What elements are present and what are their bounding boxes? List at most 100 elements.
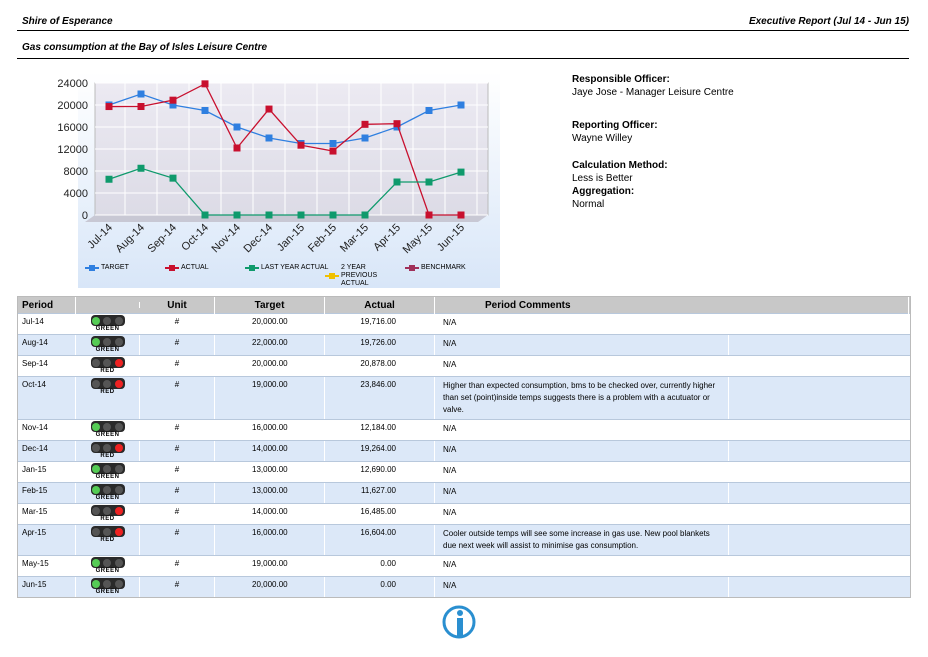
- lamp: [103, 506, 112, 515]
- lamp: [114, 422, 123, 431]
- info-value: Jaye Jose - Manager Leisure Centre: [572, 87, 734, 98]
- comment: N/A: [435, 504, 729, 524]
- actual: 23,846.00: [325, 377, 435, 419]
- table-row: Jul-14 GREEN #20,000.00 19,716.00 N/A: [18, 313, 910, 334]
- lamp: [114, 485, 123, 494]
- status: GREEN: [76, 314, 140, 334]
- status: GREEN: [76, 577, 140, 597]
- data-point: [169, 96, 177, 104]
- period: Jun-15: [18, 577, 76, 597]
- table-row: Sep-14 RED #20,000.00 20,878.00 N/A: [18, 355, 910, 376]
- unit: #: [140, 420, 215, 440]
- target: 20,000.00: [215, 577, 325, 597]
- legend-item: BENCHMARK: [405, 264, 466, 271]
- status: RED: [76, 504, 140, 524]
- unit: #: [140, 377, 215, 419]
- lamp: [103, 485, 112, 494]
- status: RED: [76, 525, 140, 555]
- comment: Cooler outside temps will see some incre…: [435, 525, 729, 555]
- target: 19,000.00: [215, 556, 325, 576]
- data-point: [265, 134, 273, 142]
- lamp: [92, 506, 101, 515]
- y-tick-label: 0: [82, 210, 88, 222]
- unit: #: [140, 556, 215, 576]
- actual: 16,485.00: [325, 504, 435, 524]
- status-label: RED: [100, 537, 115, 543]
- table-row: May-15 GREEN #19,000.00 0.00 N/A: [18, 555, 910, 576]
- traffic-light: [90, 315, 125, 326]
- actual: 11,627.00: [325, 483, 435, 503]
- subtitle: Gas consumption at the Bay of Isles Leis…: [22, 42, 268, 53]
- actual: 16,604.00: [325, 525, 435, 555]
- lamp: [114, 527, 123, 536]
- data-point: [457, 211, 465, 219]
- period: Mar-15: [18, 504, 76, 524]
- data-point: [265, 105, 273, 113]
- legend-label: TARGET: [101, 264, 129, 271]
- data-point: [457, 168, 465, 176]
- traffic-light: [90, 557, 125, 568]
- data-point: [457, 101, 465, 109]
- y-tick-label: 20000: [57, 100, 88, 112]
- traffic-light: [90, 505, 125, 516]
- table-row: Aug-14 GREEN #22,000.00 19,726.00 N/A: [18, 334, 910, 355]
- table-row: Nov-14 GREEN #16,000.00 12,184.00 N/A: [18, 419, 910, 440]
- status-label: GREEN: [95, 326, 120, 332]
- unit: #: [140, 525, 215, 555]
- column-header: Actual: [325, 296, 435, 314]
- lamp: [103, 316, 112, 325]
- status: RED: [76, 377, 140, 419]
- actual: 20,878.00: [325, 356, 435, 376]
- data-point: [137, 103, 145, 111]
- traffic-light: [90, 421, 125, 432]
- table-row: Oct-14 RED #19,000.00 23,846.00 Higher than …: [18, 376, 910, 419]
- table-row: Apr-15 RED #16,000.00 16,604.00 Cooler outsi…: [18, 524, 910, 555]
- y-tick-label: 8000: [64, 166, 88, 178]
- lamp: [92, 379, 101, 388]
- legend-item: TARGET: [85, 264, 129, 271]
- actual: 19,716.00: [325, 314, 435, 334]
- traffic-light: [90, 357, 125, 368]
- info-value: Normal: [572, 199, 605, 210]
- y-tick-label: 4000: [64, 188, 88, 200]
- y-tick-label: 24000: [57, 78, 88, 90]
- data-point: [361, 134, 369, 142]
- legend-swatch: [405, 264, 419, 271]
- actual: 19,264.00: [325, 441, 435, 461]
- status: GREEN: [76, 420, 140, 440]
- comment: N/A: [435, 556, 729, 576]
- comment: Higher than expected consumption, bms to…: [435, 377, 729, 419]
- period: Apr-15: [18, 525, 76, 555]
- comment: N/A: [435, 577, 729, 597]
- y-tick-label: 16000: [57, 122, 88, 134]
- lamp: [92, 485, 101, 494]
- period: Feb-15: [18, 483, 76, 503]
- data-point: [265, 211, 273, 219]
- comment: N/A: [435, 356, 729, 376]
- data-point: [425, 178, 433, 186]
- header-right: Executive Report (Jul 14 - Jun 15): [748, 16, 909, 27]
- unit: #: [140, 314, 215, 334]
- data-point: [105, 103, 113, 111]
- data-point: [233, 144, 241, 152]
- data-point: [105, 175, 113, 183]
- data-point: [297, 141, 305, 149]
- legend-label: LAST YEAR ACTUAL: [261, 264, 329, 271]
- legend-swatch: [325, 273, 339, 279]
- lamp: [114, 443, 123, 452]
- status-label: GREEN: [95, 347, 120, 353]
- table: Period Unit Target Actual Period Comments Jul…: [17, 296, 911, 598]
- column-header: [76, 302, 140, 308]
- actual: 0.00: [325, 577, 435, 597]
- legend-item: 2 YEAR PREVIOUS ACTUAL: [325, 264, 403, 288]
- comment: N/A: [435, 335, 729, 355]
- comment: N/A: [435, 483, 729, 503]
- lamp: [103, 443, 112, 452]
- target: 16,000.00: [215, 525, 325, 555]
- unit: #: [140, 577, 215, 597]
- data-point: [201, 80, 209, 88]
- table-header: Period Unit Target Actual Period Comments: [18, 296, 910, 314]
- data-point: [425, 211, 433, 219]
- actual: 12,184.00: [325, 420, 435, 440]
